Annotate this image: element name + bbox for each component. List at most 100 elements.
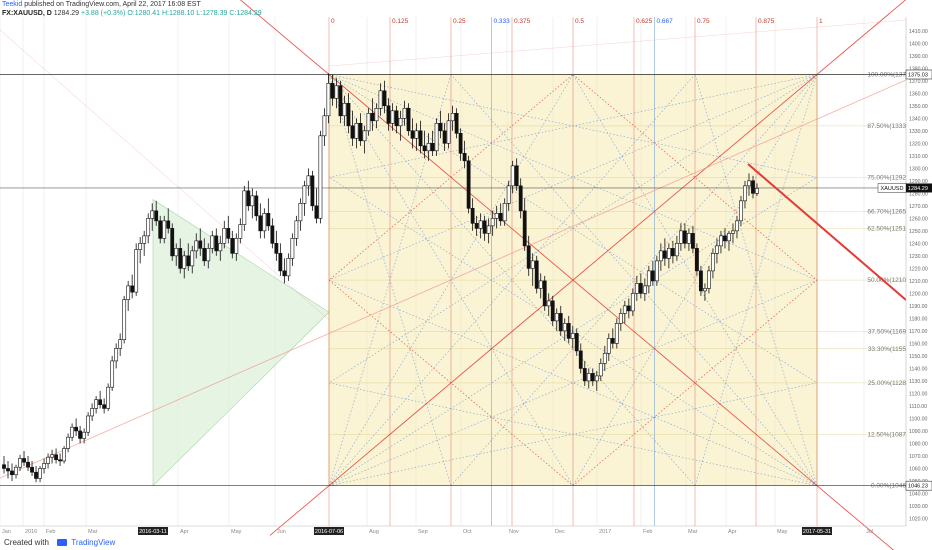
- candle-body: [606, 338, 611, 354]
- candle-body: [598, 363, 603, 377]
- price-tick-label: 1270.00: [909, 204, 928, 210]
- candle-body: [638, 283, 643, 294]
- candle: [446, 113, 451, 149]
- candle-body: [494, 213, 499, 219]
- tradingview-link[interactable]: TradingView: [71, 538, 116, 547]
- candle-body: [751, 180, 755, 194]
- gann-fan-line: [694, 74, 818, 486]
- candle: [410, 118, 415, 149]
- candle-body: [34, 471, 38, 479]
- candle-body: [634, 283, 639, 294]
- candle-body: [506, 185, 511, 204]
- candle: [314, 188, 319, 224]
- gann-price-label: 50.00%(1210: [867, 277, 906, 284]
- candle-body: [683, 230, 687, 244]
- candle: [490, 210, 495, 236]
- candle: [350, 110, 355, 146]
- gann-price-label: 100.00%(137: [867, 71, 906, 78]
- gann-fan-line: [328, 74, 818, 281]
- candle-body: [378, 90, 383, 109]
- gann-time-label: 0.875: [758, 18, 775, 25]
- candle-body: [126, 285, 131, 300]
- candle-body: [582, 368, 587, 382]
- candle-body: [10, 470, 14, 476]
- candle-body: [727, 233, 731, 242]
- candle: [470, 198, 475, 231]
- candle: [186, 243, 191, 271]
- gann-price-label: 33.30%(1155: [868, 346, 907, 353]
- candle: [206, 243, 211, 269]
- candle: [42, 458, 46, 474]
- candle-body: [538, 280, 543, 289]
- candle-body: [406, 107, 411, 132]
- candle-body: [374, 107, 379, 122]
- footer: Created with TradingView: [4, 538, 115, 547]
- candle: [122, 295, 127, 344]
- candle-body: [614, 323, 619, 344]
- candle: [666, 243, 671, 269]
- gann-time-label: 0.75: [697, 18, 710, 25]
- price-box-label: 1046.23: [908, 484, 928, 490]
- candle-body: [430, 143, 435, 152]
- candle-body: [322, 115, 327, 137]
- candle: [739, 195, 743, 226]
- candle: [318, 130, 323, 224]
- time-tick-label: Oct: [463, 529, 472, 535]
- candle: [691, 225, 695, 254]
- candle-body: [174, 248, 179, 257]
- candle: [370, 98, 375, 131]
- time-tick-label: Feb: [46, 529, 55, 535]
- time-axis: Jan 2016 Feb Mar Apr May Jun Aug Sep Oct Nov Dec 201…: [0, 525, 906, 535]
- candle: [338, 80, 343, 124]
- candle-body: [514, 165, 519, 187]
- candle-body: [554, 313, 559, 322]
- candle-body: [622, 305, 627, 314]
- candle: [182, 250, 187, 279]
- price-tick-label: 1170.00: [909, 329, 927, 335]
- price-tick-label: 1150.00: [909, 354, 927, 360]
- candle-body: [210, 235, 215, 249]
- candle: [390, 103, 395, 131]
- candle: [482, 215, 487, 241]
- candle: [158, 215, 163, 244]
- candle-body: [410, 130, 415, 139]
- candle-body: [306, 175, 311, 187]
- candle-body: [70, 426, 74, 438]
- candle-body: [646, 270, 651, 287]
- candle: [614, 318, 619, 349]
- candle-body: [290, 238, 295, 259]
- candle: [518, 178, 523, 219]
- candle: [562, 318, 567, 341]
- last-price: 1284.29: [53, 10, 80, 17]
- candle: [578, 343, 583, 374]
- candle: [274, 230, 279, 261]
- candle: [374, 103, 379, 129]
- candle-body: [302, 185, 307, 204]
- candle: [330, 74, 335, 106]
- price-tick-label: 1310.00: [909, 154, 928, 160]
- candle-body: [138, 243, 143, 250]
- author-link[interactable]: Teekid: [2, 1, 23, 8]
- candle-body: [422, 145, 427, 152]
- candle: [306, 168, 311, 196]
- candle: [474, 215, 479, 236]
- candle: [210, 230, 215, 254]
- candle-body: [14, 466, 18, 476]
- candle-body: [254, 195, 259, 217]
- gann-price-label: 12.50%(1087: [867, 431, 906, 438]
- candle: [530, 253, 535, 286]
- gann-diagonal-line: [269, 0, 907, 536]
- candle-body: [218, 243, 223, 252]
- symbol-name[interactable]: FX:XAUUSD, D: [2, 10, 52, 17]
- price-tick-label: 1320.00: [909, 141, 928, 147]
- candle: [354, 118, 359, 149]
- price-tick-label: 1400.00: [909, 41, 928, 47]
- candle: [486, 218, 491, 244]
- candle: [590, 368, 595, 386]
- time-tick-label: 2016: [25, 529, 37, 535]
- candle-body: [438, 123, 443, 132]
- candle-body: [470, 208, 475, 224]
- candle: [506, 180, 511, 211]
- candle-body: [86, 415, 91, 433]
